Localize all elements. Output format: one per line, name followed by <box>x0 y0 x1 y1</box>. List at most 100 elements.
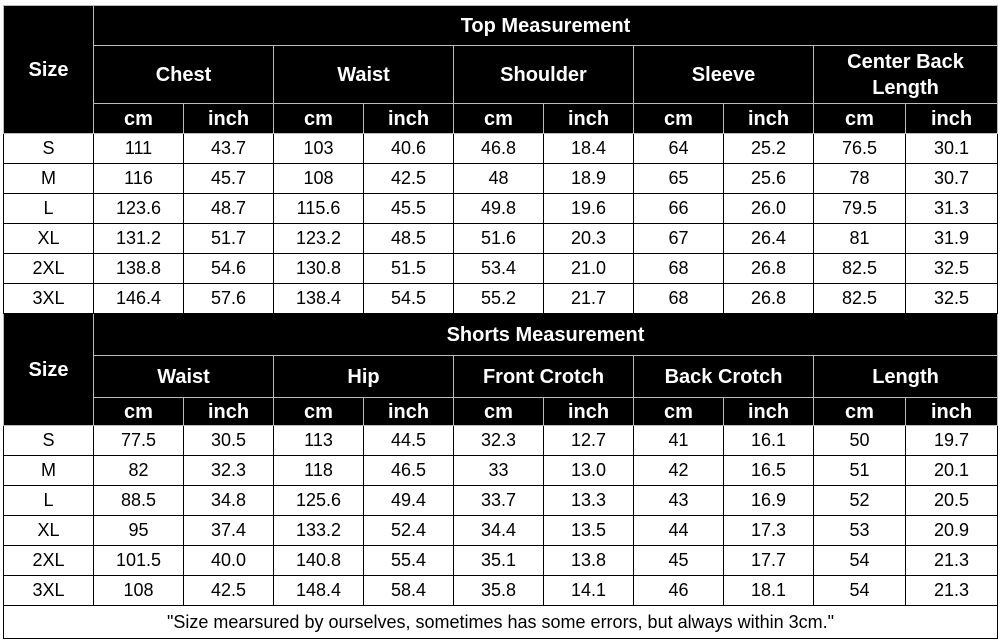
value-cell: 54.5 <box>363 283 454 314</box>
value-cell: 43 <box>633 485 724 516</box>
value-cell: 48.5 <box>363 223 454 254</box>
value-cell: 42.5 <box>363 163 454 194</box>
value-cell: 13.3 <box>543 485 634 516</box>
value-cell: 30.5 <box>183 425 274 456</box>
value-cell: 21.3 <box>904 545 999 576</box>
value-cell: 44.5 <box>363 425 454 456</box>
data-row: S 77.5 30.5 113 44.5 32.3 12.7 41 16.1 50 19.7 <box>3 425 999 456</box>
value-cell: 26.8 <box>723 253 814 284</box>
value-cell: 20.9 <box>904 515 999 546</box>
data-row: 3XL 108 42.5 148.4 58.4 35.8 14.1 46 18.1 54 21.3 <box>3 575 999 606</box>
value-cell: 48 <box>453 163 544 194</box>
value-cell: 35.8 <box>453 575 544 606</box>
value-cell: 130.8 <box>273 253 364 284</box>
unit-header: cm <box>93 397 184 426</box>
value-cell: 31.9 <box>904 223 999 254</box>
value-cell: 131.2 <box>93 223 184 254</box>
value-cell: 17.3 <box>723 515 814 546</box>
unit-header: cm <box>633 103 724 134</box>
group-header: Hip <box>273 355 454 398</box>
value-cell: 26.4 <box>723 223 814 254</box>
value-cell: 116 <box>93 163 184 194</box>
footnote-row: "Size mearsured by ourselves, sometimes … <box>2 605 999 639</box>
value-cell: 26.0 <box>723 193 814 224</box>
value-cell: 34.8 <box>183 485 274 516</box>
value-cell: 17.7 <box>723 545 814 576</box>
value-cell: 35.1 <box>453 545 544 576</box>
value-cell: 45.7 <box>183 163 274 194</box>
value-cell: 118 <box>273 455 364 486</box>
group-header: Length <box>812 355 999 398</box>
size-cell: 2XL <box>3 545 94 576</box>
group-row: Chest Waist Shoulder Sleeve Center Back Leng… <box>4 45 999 104</box>
unit-header: inch <box>723 397 814 426</box>
value-cell: 52 <box>813 485 906 516</box>
section-title: Shorts Measurement <box>92 313 999 356</box>
value-cell: 13.8 <box>543 545 634 576</box>
value-cell: 32.3 <box>453 425 544 456</box>
group-header: Back Crotch <box>633 355 814 398</box>
value-cell: 54 <box>813 575 906 606</box>
value-cell: 55.4 <box>363 545 454 576</box>
unit-header: inch <box>363 103 454 134</box>
value-cell: 81 <box>813 223 906 254</box>
value-cell: 79.5 <box>813 193 906 224</box>
size-cell: XL <box>3 223 94 254</box>
data-row: M 116 45.7 108 42.5 48 18.9 65 25.6 78 30.7 <box>3 163 999 194</box>
value-cell: 19.7 <box>904 425 999 456</box>
group-header: Center Back Length <box>812 45 999 104</box>
value-cell: 51.5 <box>363 253 454 284</box>
size-header: Size <box>3 313 94 426</box>
value-cell: 50 <box>813 425 906 456</box>
value-cell: 125.6 <box>273 485 364 516</box>
size-cell: 3XL <box>3 575 94 606</box>
group-header: Waist <box>273 45 454 104</box>
value-cell: 58.4 <box>363 575 454 606</box>
data-row: L 123.6 48.7 115.6 45.5 49.8 19.6 66 26.0 79.5 31.… <box>3 193 999 224</box>
group-header: Waist <box>93 355 274 398</box>
footnote: "Size mearsured by ourselves, sometimes … <box>2 605 999 639</box>
size-cell: M <box>3 163 94 194</box>
value-cell: 12.7 <box>543 425 634 456</box>
value-cell: 148.4 <box>273 575 364 606</box>
value-cell: 33 <box>453 455 544 486</box>
data-row: M 82 32.3 118 46.5 33 13.0 42 16.5 51 20.1 <box>3 455 999 486</box>
value-cell: 32.5 <box>904 283 999 314</box>
value-cell: 53 <box>813 515 906 546</box>
value-cell: 43.7 <box>183 133 274 164</box>
unit-header: cm <box>633 397 724 426</box>
unit-header: inch <box>904 103 999 134</box>
size-cell: 3XL <box>3 283 94 314</box>
value-cell: 65 <box>633 163 724 194</box>
value-cell: 46.5 <box>363 455 454 486</box>
value-cell: 103 <box>273 133 364 164</box>
value-cell: 48.7 <box>183 193 274 224</box>
group-header: Shoulder <box>453 45 634 104</box>
size-cell: L <box>3 485 94 516</box>
unit-header: cm <box>273 103 364 134</box>
header-row: Size Top Measurement <box>3 5 999 134</box>
value-cell: 32.3 <box>183 455 274 486</box>
value-cell: 66 <box>633 193 724 224</box>
unit-header: inch <box>543 397 634 426</box>
value-cell: 108 <box>273 163 364 194</box>
value-cell: 68 <box>633 253 724 284</box>
value-cell: 21.7 <box>543 283 634 314</box>
value-cell: 51 <box>813 455 906 486</box>
data-row: XL 95 37.4 133.2 52.4 34.4 13.5 44 17.3 53 20.9 <box>3 515 999 546</box>
size-chart: Size Top Measurement Chest Waist Shoulder Sle… <box>2 5 999 639</box>
value-cell: 67 <box>633 223 724 254</box>
unit-row: cm inch cm inch cm inch cm inch cm inch <box>4 397 999 426</box>
value-cell: 16.5 <box>723 455 814 486</box>
value-cell: 20.3 <box>543 223 634 254</box>
data-row: 2XL 101.5 40.0 140.8 55.4 35.1 13.8 45 17.7 54 21.… <box>3 545 999 576</box>
value-cell: 51.7 <box>183 223 274 254</box>
unit-header: cm <box>813 103 906 134</box>
value-cell: 54.6 <box>183 253 274 284</box>
value-cell: 133.2 <box>273 515 364 546</box>
value-cell: 18.1 <box>723 575 814 606</box>
value-cell: 113 <box>273 425 364 456</box>
size-cell: S <box>3 133 94 164</box>
value-cell: 108 <box>93 575 184 606</box>
value-cell: 20.1 <box>904 455 999 486</box>
